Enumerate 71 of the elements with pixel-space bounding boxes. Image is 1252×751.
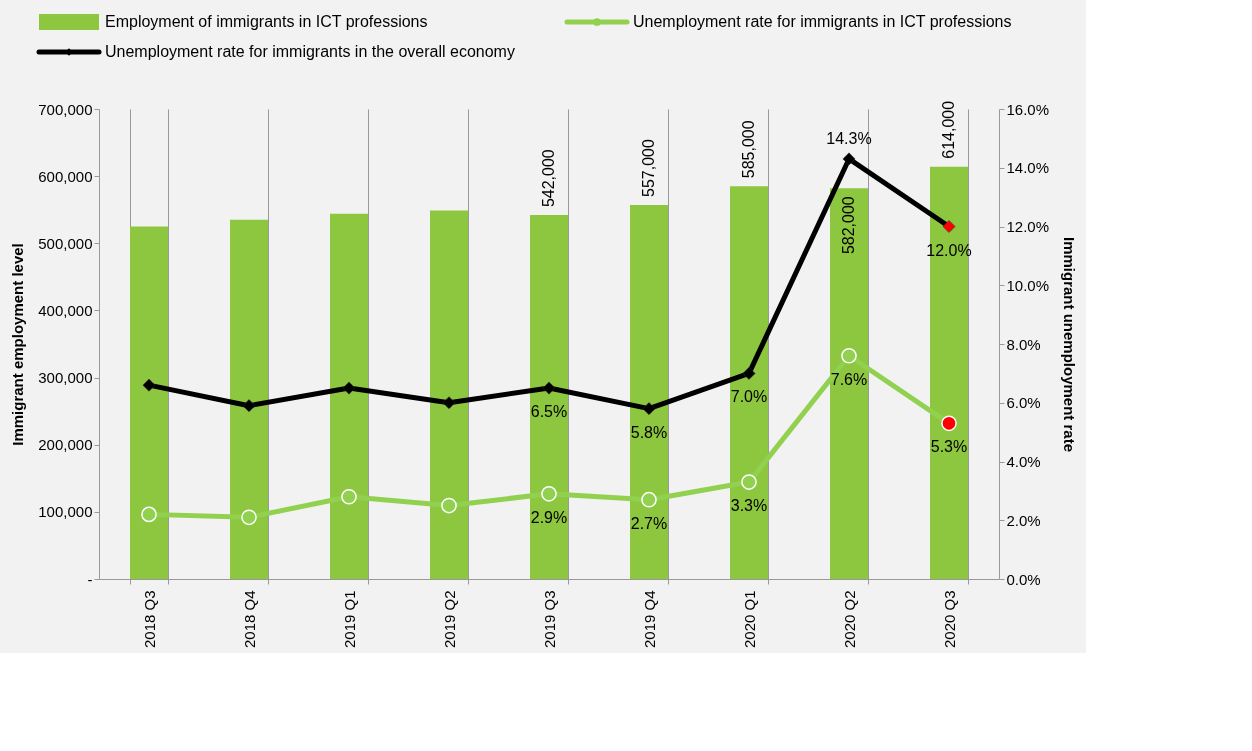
data-label: 7.6% — [830, 370, 868, 388]
data-label: 2.7% — [630, 514, 668, 532]
bar — [430, 210, 468, 579]
y-tick-label: 300,000 — [38, 369, 93, 387]
x-tick-label: 2020 Q1 — [740, 590, 758, 649]
y2-tick-label: 10.0% — [1006, 276, 1050, 294]
bar — [630, 205, 668, 579]
bar — [230, 219, 268, 579]
data-label: 7.0% — [730, 388, 768, 406]
point — [341, 488, 357, 505]
x-tick-label: 2019 Q3 — [540, 590, 558, 649]
point — [841, 347, 857, 364]
y-tick-label: 700,000 — [38, 100, 93, 118]
point — [141, 506, 157, 523]
y2-tick-label: 8.0% — [1006, 335, 1041, 353]
point — [942, 220, 956, 233]
y-tick-label: 100,000 — [38, 503, 93, 521]
data-label: 582,000 — [840, 196, 857, 255]
point — [641, 491, 657, 508]
point — [142, 378, 156, 392]
bar — [330, 213, 368, 579]
point — [742, 367, 756, 380]
y2-tick-label: 6.0% — [1006, 394, 1041, 412]
y2-axis-title: Immigrant unemployment rate — [1061, 236, 1079, 453]
y-tick-label: 500,000 — [38, 234, 93, 252]
point — [642, 402, 656, 415]
data-label: 2.9% — [530, 508, 568, 526]
bar — [130, 226, 168, 579]
point — [842, 152, 856, 166]
x-tick-label: 2020 Q2 — [840, 590, 858, 649]
y-tick-label: 600,000 — [38, 167, 93, 185]
y-tick-label: - — [87, 570, 93, 588]
legend-label: Employment of immigrants in ICT professions — [105, 13, 428, 30]
point — [242, 399, 256, 413]
data-label: 5.3% — [930, 438, 968, 456]
x-tick-label: 2019 Q1 — [340, 590, 358, 649]
bar — [830, 188, 868, 579]
y-tick-label: 200,000 — [38, 436, 93, 454]
y2-tick-label: 2.0% — [1006, 511, 1041, 529]
data-label: 614,000 — [940, 100, 957, 159]
bar — [730, 186, 768, 579]
data-label: 14.3% — [826, 129, 872, 147]
y2-tick-label: 0.0% — [1006, 570, 1041, 588]
x-tick-label: 2018 Q4 — [240, 590, 258, 649]
x-tick-label: 2018 Q3 — [140, 590, 158, 649]
x-tick-label: 2020 Q3 — [940, 590, 958, 649]
y2-tick-label: 4.0% — [1006, 453, 1041, 470]
point — [441, 497, 457, 514]
point — [442, 396, 456, 410]
data-label: 542,000 — [540, 149, 557, 208]
point — [941, 415, 957, 432]
y-axis-title: Immigrant employment level — [9, 243, 27, 446]
point — [541, 486, 557, 502]
point — [542, 381, 556, 395]
y2-tick-label: 12.0% — [1006, 218, 1050, 235]
x-tick-label: 2019 Q2 — [440, 590, 458, 649]
data-label: 5.8% — [630, 423, 668, 441]
data-label: 557,000 — [640, 139, 657, 198]
bar — [530, 215, 568, 579]
y2-tick-label: 16.0% — [1006, 100, 1050, 118]
point — [741, 474, 757, 490]
legend-label: Unemployment rate for immigrants in ICT professions — [633, 13, 1012, 30]
data-label: 585,000 — [740, 120, 757, 179]
point — [342, 381, 356, 395]
point — [241, 509, 257, 526]
data-label: 6.5% — [530, 403, 568, 421]
legend-label: Unemployment rate for immigrants in the overall economy — [105, 43, 515, 60]
y-tick-label: 400,000 — [38, 301, 93, 319]
y2-tick-label: 14.0% — [1006, 159, 1050, 177]
data-label: 3.3% — [730, 497, 768, 515]
x-tick-label: 2019 Q4 — [640, 590, 658, 649]
